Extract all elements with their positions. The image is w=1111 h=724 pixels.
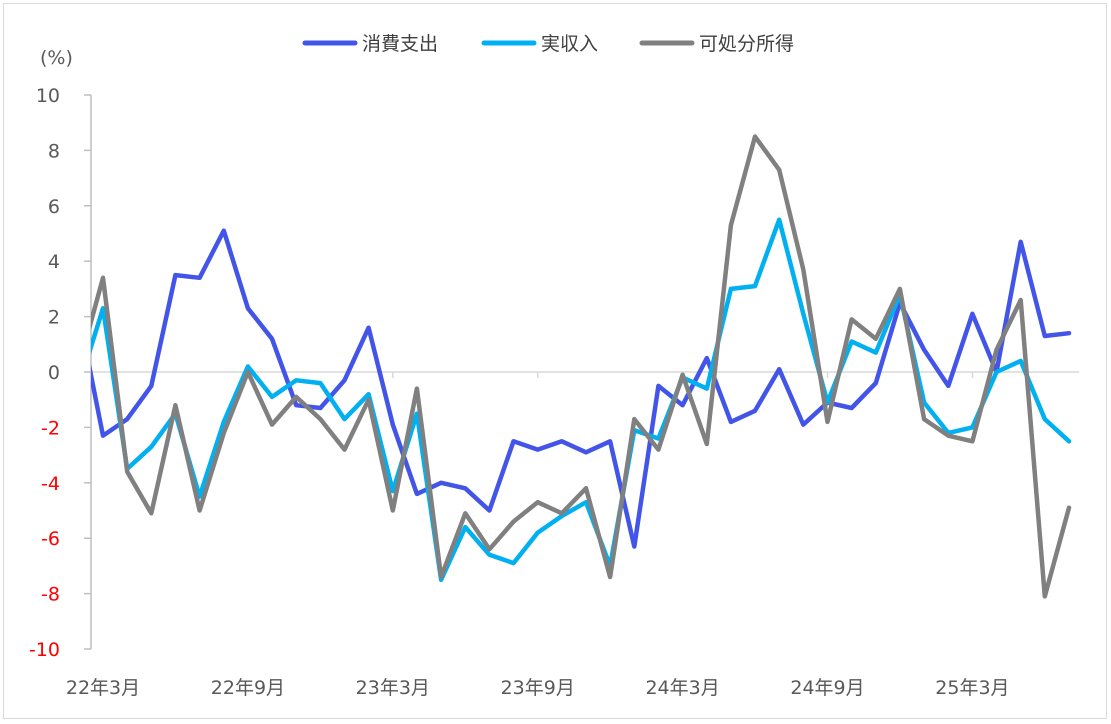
x-tick-label: 23年3月 [356, 677, 430, 699]
x-tick-label: 22年3月 [66, 677, 140, 699]
y-tick-label: -2 [41, 417, 60, 439]
x-tick-label: 24年9月 [790, 677, 864, 699]
series-line-2 [91, 134, 1072, 599]
legend-label: 消費支出 [362, 33, 438, 55]
legend-label: 実収入 [541, 33, 598, 55]
x-axis: 22年3月 22年9月 23年3月 23年9月 24年3月 24年9月 25年3月 [66, 371, 1079, 699]
x-tick-label: 23年9月 [501, 677, 575, 699]
chart-frame [3, 3, 1107, 719]
legend: 消費支出 実収入 可処分所得 [302, 33, 794, 55]
legend-label: 可処分所得 [699, 33, 794, 55]
y-axis-unit-label: (%) [40, 47, 73, 69]
y-tick-label: 4 [48, 251, 60, 273]
y-tick-label: 8 [48, 140, 60, 162]
y-tick-label: 2 [48, 307, 60, 329]
y-tick-label: 6 [48, 196, 60, 218]
y-tick-label: -4 [41, 473, 60, 495]
x-tick-label: 24年3月 [645, 677, 719, 699]
x-tick-label: 22年9月 [211, 677, 285, 699]
x-tick-label: 25年3月 [935, 677, 1009, 699]
y-tick-label: 10 [36, 85, 60, 107]
series-group [91, 134, 1072, 599]
y-tick-label: -10 [29, 639, 60, 661]
y-tick-label: -6 [41, 528, 60, 550]
y-tick-label: 0 [48, 362, 60, 384]
y-tick-label: -8 [41, 584, 60, 606]
y-axis: 10 8 6 4 2 0 -2 -4 -6 -8 -10 [29, 85, 92, 661]
